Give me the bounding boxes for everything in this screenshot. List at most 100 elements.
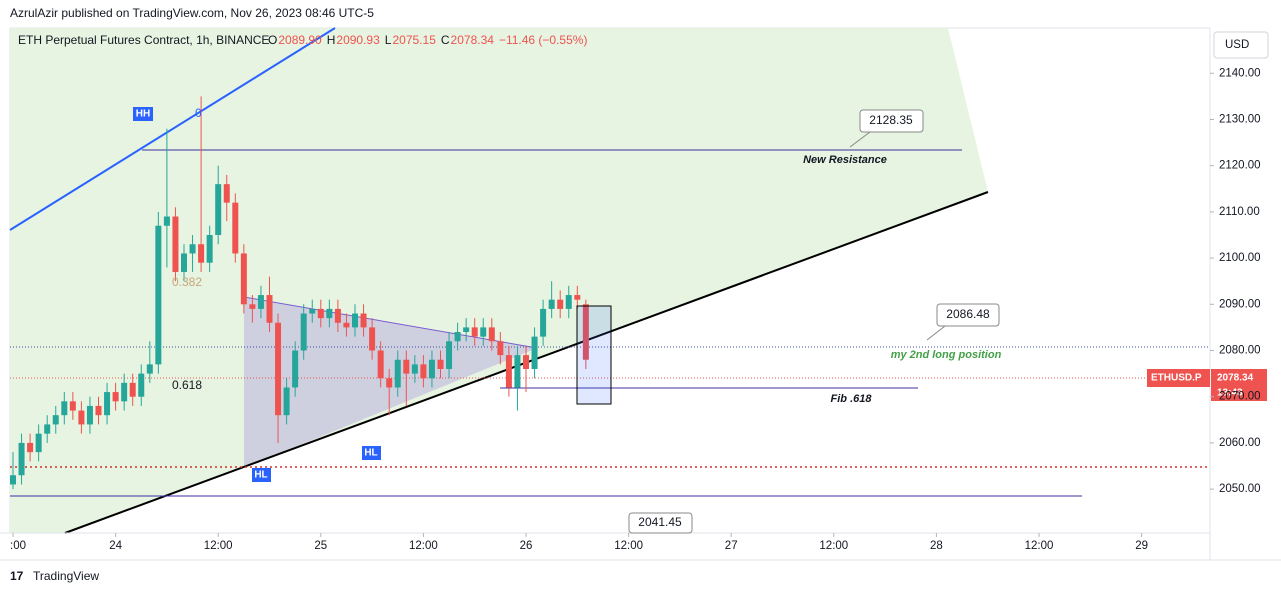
candle-body — [574, 295, 581, 300]
candle-body — [206, 234, 213, 263]
fib-text: Fib .618 — [831, 393, 873, 405]
callout-pointer — [849, 131, 871, 148]
ohlc-value: 2075.15 — [392, 33, 436, 47]
candle-body — [488, 327, 495, 342]
resistance-text: New Resistance — [803, 154, 887, 166]
candle-body — [95, 405, 102, 416]
candle-body — [446, 341, 453, 369]
brand: TradingView — [33, 569, 99, 583]
symbol-tag-bg — [1147, 369, 1210, 387]
candle-body — [121, 382, 128, 402]
ohlc-change: −11.46 (−0.55%) — [499, 33, 588, 47]
candle-body — [540, 308, 547, 337]
candle-body — [548, 299, 555, 309]
candle-body — [386, 378, 393, 388]
candle-body — [309, 308, 316, 314]
candle-body — [189, 244, 196, 254]
candle-body — [138, 373, 145, 397]
candle-body — [129, 382, 136, 397]
y-tick-label: 2100.00 — [1219, 252, 1261, 264]
candle-body — [531, 336, 538, 369]
candle-body — [480, 327, 487, 337]
candle-body — [163, 216, 170, 226]
triangle-top — [243, 296, 538, 349]
candle-body — [471, 327, 478, 337]
candle-body — [35, 433, 42, 453]
candle-body — [343, 322, 350, 328]
candle-body — [232, 202, 239, 254]
x-tick-label: 12:00 — [409, 540, 438, 552]
x-tick-label: :00 — [10, 540, 26, 552]
symbol-name: ETH Perpetual Futures Contract, 1h, BINA… — [18, 33, 269, 47]
callout-pointer — [926, 325, 946, 341]
low-callout — [628, 512, 693, 534]
candle-body — [223, 184, 230, 203]
ohlc-key: C — [441, 33, 450, 47]
y-tick-label: 2110.00 — [1219, 206, 1260, 218]
candle-body — [172, 216, 179, 272]
candle-body — [463, 327, 470, 333]
logo: 17 — [10, 569, 24, 583]
candle-body — [369, 327, 376, 351]
low-value: 2041.45 — [638, 515, 682, 529]
hl: HL — [364, 448, 377, 459]
hh-bg — [133, 107, 153, 121]
candle-body — [181, 253, 187, 272]
candle-body — [266, 295, 273, 323]
y-tick-label: 2130.00 — [1219, 114, 1261, 126]
candle-body — [505, 355, 512, 388]
symbol-tag: ETHUSD.P — [1151, 373, 1202, 384]
candle-body — [497, 341, 504, 356]
candle-body — [317, 308, 324, 319]
position-value: 2086.48 — [946, 307, 990, 321]
candle-body — [18, 442, 25, 476]
candle-body — [146, 364, 153, 374]
candle-body — [215, 184, 222, 235]
y-tick-label: 2140.00 — [1219, 67, 1261, 79]
candle-body — [565, 295, 572, 309]
candle-body — [420, 364, 427, 379]
candle-body — [377, 350, 384, 379]
candle-body — [514, 355, 521, 388]
candle-body — [69, 401, 76, 411]
candle-body — [292, 350, 299, 388]
candle-body — [523, 355, 529, 369]
candle-body — [454, 332, 461, 342]
x-tick-label: 26 — [520, 540, 533, 552]
countdown: 13:43 — [1217, 388, 1243, 399]
candle-body — [78, 410, 85, 425]
candle-body — [300, 313, 307, 351]
candle-body — [411, 364, 418, 374]
candle-body — [428, 359, 435, 379]
currency: USD — [1225, 39, 1249, 51]
resistance-value: 2128.35 — [869, 113, 913, 127]
ohlc-value: 2090.93 — [336, 33, 380, 47]
candle-body — [44, 424, 51, 434]
candle-body — [437, 359, 444, 369]
last-price: 2078.34 — [1217, 373, 1254, 384]
candles — [10, 96, 589, 490]
candle-body — [283, 387, 290, 416]
hl-bg — [252, 468, 271, 482]
candle-body — [334, 308, 341, 323]
ohlc-key: H — [327, 33, 336, 47]
candle-body — [112, 392, 119, 402]
last-price-bg — [1211, 369, 1267, 401]
position-callout — [936, 303, 1000, 327]
candle-body — [155, 225, 162, 365]
candle-body — [52, 415, 59, 425]
ohlc: O 2089.90 H 2090.93 L 2075.15 C 2078.34 −11.46 (… — [268, 33, 587, 47]
x-tick-label: 12:00 — [819, 540, 848, 552]
currency-box[interactable] — [1213, 31, 1269, 59]
candle-body — [275, 322, 282, 416]
x-tick-label: 29 — [1135, 540, 1148, 552]
candle-body — [240, 253, 247, 305]
position-text: my 2nd long position — [891, 349, 1002, 361]
fib-0: 0 — [195, 106, 202, 120]
fib-618: 0.618 — [172, 378, 202, 392]
published: AzrulAzir published on TradingView.com, … — [10, 6, 374, 20]
candle-body — [198, 244, 205, 263]
x-tick-label: 25 — [314, 540, 327, 552]
candle-body — [403, 359, 410, 374]
x-tick-label: 28 — [930, 540, 943, 552]
